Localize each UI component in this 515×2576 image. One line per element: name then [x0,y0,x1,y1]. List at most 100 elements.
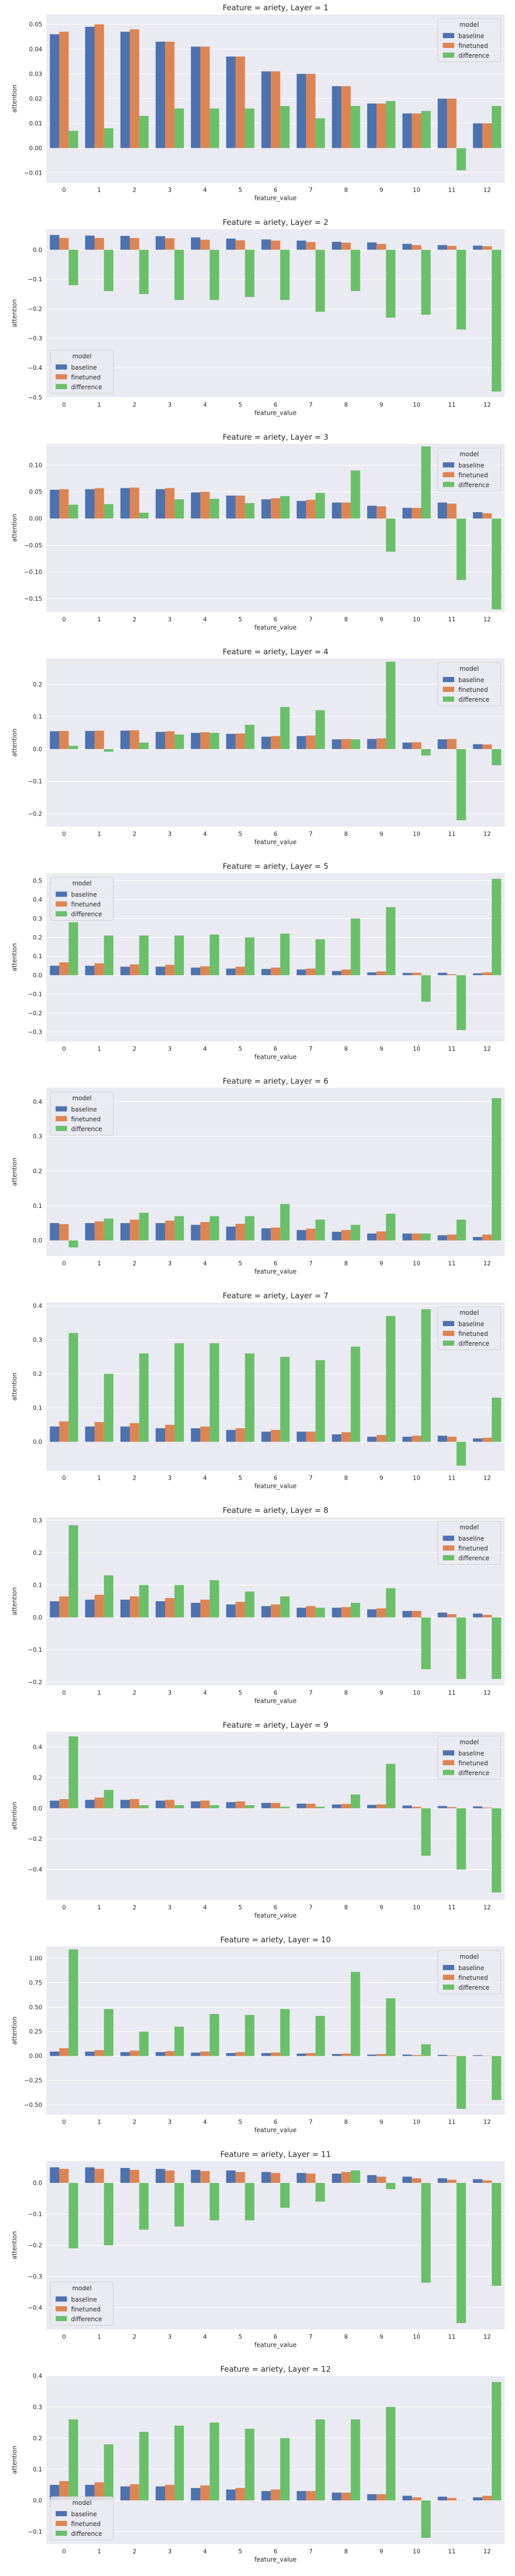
bar-difference [245,1353,254,1442]
x-tick-label: 0 [62,1260,66,1267]
x-tick-label: 12 [483,1045,491,1052]
legend-swatch-difference [443,1555,454,1561]
bar-finetuned [411,1233,421,1241]
bar-finetuned [270,2173,281,2183]
bar-difference [68,1333,78,1442]
bar-difference [456,1442,466,1466]
bar-baseline [226,1226,236,1241]
bar-finetuned [130,1219,140,1241]
bar-finetuned [235,1428,245,1442]
bar-difference [491,749,502,766]
bar-baseline [85,2052,95,2056]
y-tick-label: 0.00 [29,144,42,151]
bar-finetuned [165,964,175,975]
bar-difference [280,2183,290,2208]
bar-baseline [120,488,130,519]
x-tick-label: 7 [309,1475,313,1482]
chart-panel-1: Feature = ariety, Layer = 1 −0.01 0.00 0.01… [11,3,505,202]
bar-difference [421,249,431,315]
y-tick-label: 1.00 [29,1955,42,1962]
x-tick-label: 2 [132,831,136,838]
bar-baseline [85,1426,95,1442]
bar-baseline [49,1601,60,1618]
y-tick-label: 0.2 [33,1167,42,1175]
bar-baseline [402,2496,412,2501]
bar-baseline [297,2491,306,2501]
legend-label-difference: difference [458,481,489,488]
bar-difference [386,1588,396,1618]
bar-baseline [473,123,483,148]
bar-baseline [297,1230,306,1241]
legend-swatch-finetuned [443,1760,454,1766]
x-tick-label: 5 [238,1260,242,1267]
x-tick-label: 6 [273,2119,277,2126]
legend-title: model [459,665,478,672]
x-tick-label: 2 [132,2548,136,2555]
y-tick-label: 0.00 [29,515,42,522]
bar-difference [245,503,254,519]
chart-title: Feature = ariety, Layer = 4 [222,647,328,656]
x-tick-label: 3 [168,401,171,408]
legend: model baseline finetuned difference [437,1735,501,1780]
x-tick-label: 1 [97,2333,101,2340]
bar-finetuned [200,46,210,148]
bar-difference [315,249,325,312]
bar-baseline [85,27,95,148]
x-tick-label: 3 [168,2119,171,2126]
legend-swatch-baseline [443,462,454,468]
y-tick-label: 0.3 [33,1336,42,1344]
legend-swatch-baseline [443,677,454,682]
x-tick-label: 4 [203,401,207,408]
bar-baseline [226,1604,236,1618]
bar-difference [456,2500,466,2501]
x-tick-label: 8 [344,1260,348,1267]
bar-baseline [120,1426,130,1442]
bar-finetuned [200,1800,210,1808]
bar-difference [491,249,502,392]
bar-finetuned [376,244,386,250]
legend-box [437,1521,501,1565]
bar-finetuned [341,739,351,749]
bar-difference [245,1216,254,1241]
bar-finetuned [306,1606,316,1618]
bar-difference [421,2044,431,2056]
x-tick-label: 4 [203,1904,207,1911]
x-tick-label: 11 [448,1689,456,1696]
bar-finetuned [447,246,457,250]
legend-label-baseline: baseline [71,1106,97,1113]
bar-finetuned [130,964,140,975]
bar-finetuned [306,2491,316,2501]
x-tick-label: 5 [238,401,242,408]
x-tick-label: 7 [309,2548,313,2555]
x-tick-label: 2 [132,1045,136,1052]
x-tick-label: 3 [168,1904,171,1911]
bar-finetuned [130,2050,140,2056]
bar-baseline [297,501,306,519]
bar-difference [104,749,114,752]
x-tick-label: 3 [168,1260,171,1267]
legend: model baseline finetuned difference [50,349,114,394]
x-tick-label: 11 [448,187,456,194]
x-tick-label: 8 [344,1689,348,1696]
bar-baseline [156,236,165,250]
bar-finetuned [341,1432,351,1442]
bar-difference [104,1218,114,1241]
bar-finetuned [235,2052,245,2056]
bar-finetuned [482,744,492,749]
chart-title: Feature = ariety, Layer = 9 [222,1720,328,1730]
bar-baseline [156,1800,165,1808]
bar-difference [280,106,290,148]
bar-baseline [437,98,448,148]
x-tick-label: 2 [132,1475,136,1482]
bar-finetuned [130,730,140,749]
x-tick-label: 10 [413,2119,421,2126]
bar-difference [104,1575,114,1618]
bar-baseline [332,1231,341,1241]
bar-finetuned [411,2055,421,2056]
x-tick-label: 8 [344,401,348,408]
bar-finetuned [235,56,245,148]
bar-difference [104,2444,114,2501]
legend-label-difference: difference [71,2530,102,2537]
bar-difference [456,148,466,171]
